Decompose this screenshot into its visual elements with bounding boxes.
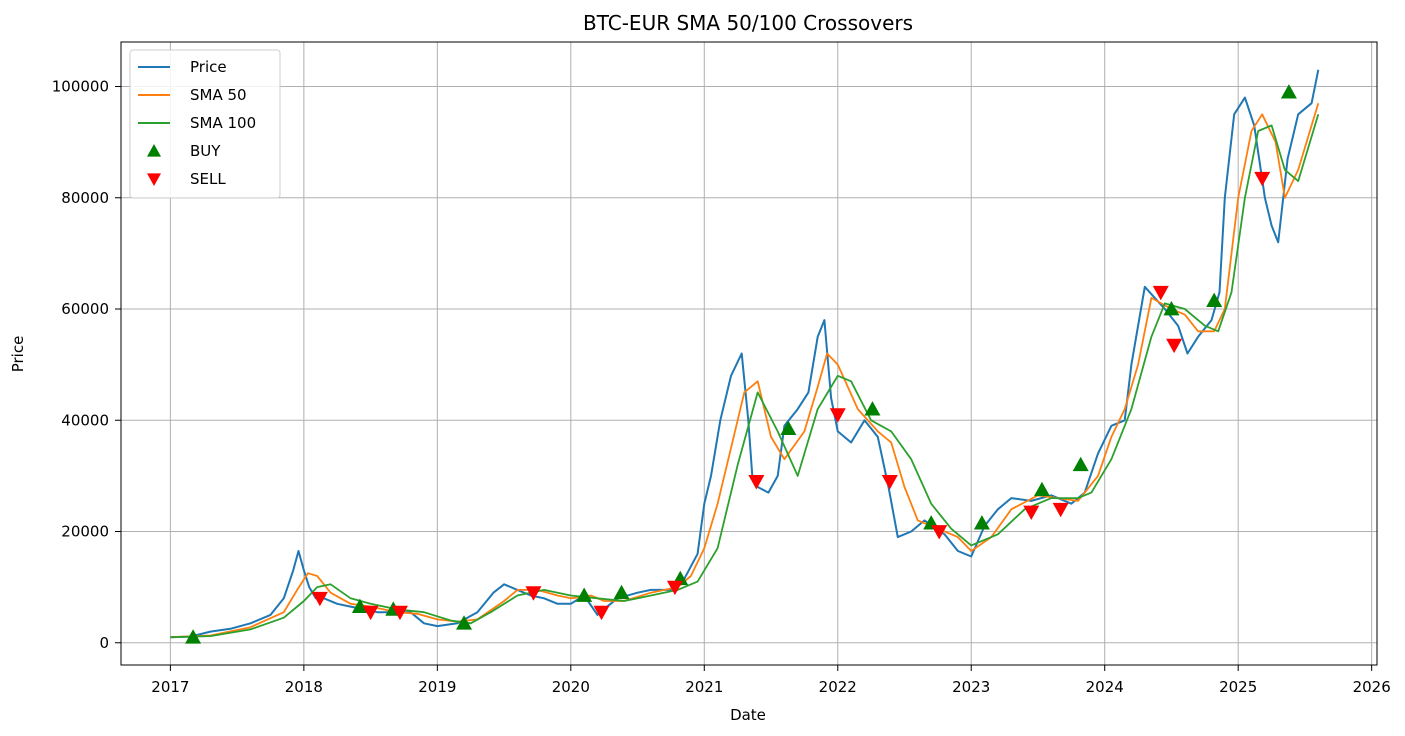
x-axis-ticks: 2017 2018 2019 2020 2021 2022 2023 2024 2025 2026 <box>151 665 1391 696</box>
y-tick-label: 40000 <box>61 411 109 429</box>
x-tick-label: 2025 <box>1219 678 1257 696</box>
sell-marker <box>362 605 379 621</box>
plot-frame <box>120 41 1378 666</box>
sell-marker <box>525 586 542 601</box>
sell-marker <box>1166 338 1183 354</box>
x-tick-label: 2018 <box>285 678 323 696</box>
buy-marker <box>185 629 202 644</box>
legend: Price SMA 50 SMA 100 BUY SELL <box>129 49 281 199</box>
x-tick-label: 2020 <box>552 678 590 696</box>
y-axis-label: Price <box>9 336 27 373</box>
y-tick-label: 60000 <box>61 300 109 318</box>
x-tick-label: 2024 <box>1086 678 1124 696</box>
buy-marker <box>973 515 990 530</box>
legend-label-sma-100: SMA 100 <box>190 114 256 132</box>
legend-label-buy: BUY <box>190 142 221 160</box>
legend-label-sell: SELL <box>190 170 226 188</box>
x-tick-label: 2023 <box>952 678 990 696</box>
legend-label-price: Price <box>190 58 227 76</box>
buy-marker <box>864 401 881 416</box>
plot-area <box>170 69 1320 644</box>
y-tick-label: 100000 <box>52 78 109 96</box>
x-tick-label: 2026 <box>1353 678 1391 696</box>
x-tick-label: 2021 <box>685 678 723 696</box>
buy-marker <box>780 420 797 435</box>
sell-marker <box>311 591 328 607</box>
legend-box <box>129 49 281 199</box>
buy-marker <box>1163 301 1180 316</box>
sell-marker <box>1254 171 1271 187</box>
sell-marker <box>1052 502 1069 518</box>
sell-marker <box>666 580 683 596</box>
sell-marker <box>748 475 765 490</box>
sell-marker <box>1023 505 1040 521</box>
legend-label-sma-50: SMA 50 <box>190 86 247 104</box>
x-axis-label: Date <box>730 706 766 724</box>
buy-marker <box>613 584 630 600</box>
buy-marker <box>351 598 368 613</box>
legend-swatch-buy <box>147 144 161 157</box>
buy-marker <box>576 587 593 602</box>
buy-marker <box>1206 292 1223 308</box>
sell-marker <box>829 408 846 423</box>
chart-title: BTC-EUR SMA 50/100 Crossovers <box>583 11 913 35</box>
x-tick-label: 2017 <box>151 678 189 696</box>
sell-marker <box>1152 285 1169 301</box>
sell-marker <box>881 475 898 490</box>
y-tick-label: 0 <box>99 634 109 652</box>
legend-swatch-sell <box>147 173 161 186</box>
sell-marker <box>931 525 948 540</box>
y-tick-label: 80000 <box>61 189 109 207</box>
y-tick-label: 20000 <box>61 523 109 541</box>
buy-marker <box>1033 481 1050 497</box>
x-tick-label: 2019 <box>418 678 456 696</box>
y-axis-ticks: 0 20000 40000 60000 80000 100000 <box>52 78 121 652</box>
sell-marker <box>391 605 408 621</box>
x-tick-label: 2022 <box>819 678 857 696</box>
sell-marker <box>593 605 610 621</box>
buy-marker <box>1280 84 1297 99</box>
buy-marker <box>1072 456 1089 472</box>
buy-marker <box>456 615 473 630</box>
